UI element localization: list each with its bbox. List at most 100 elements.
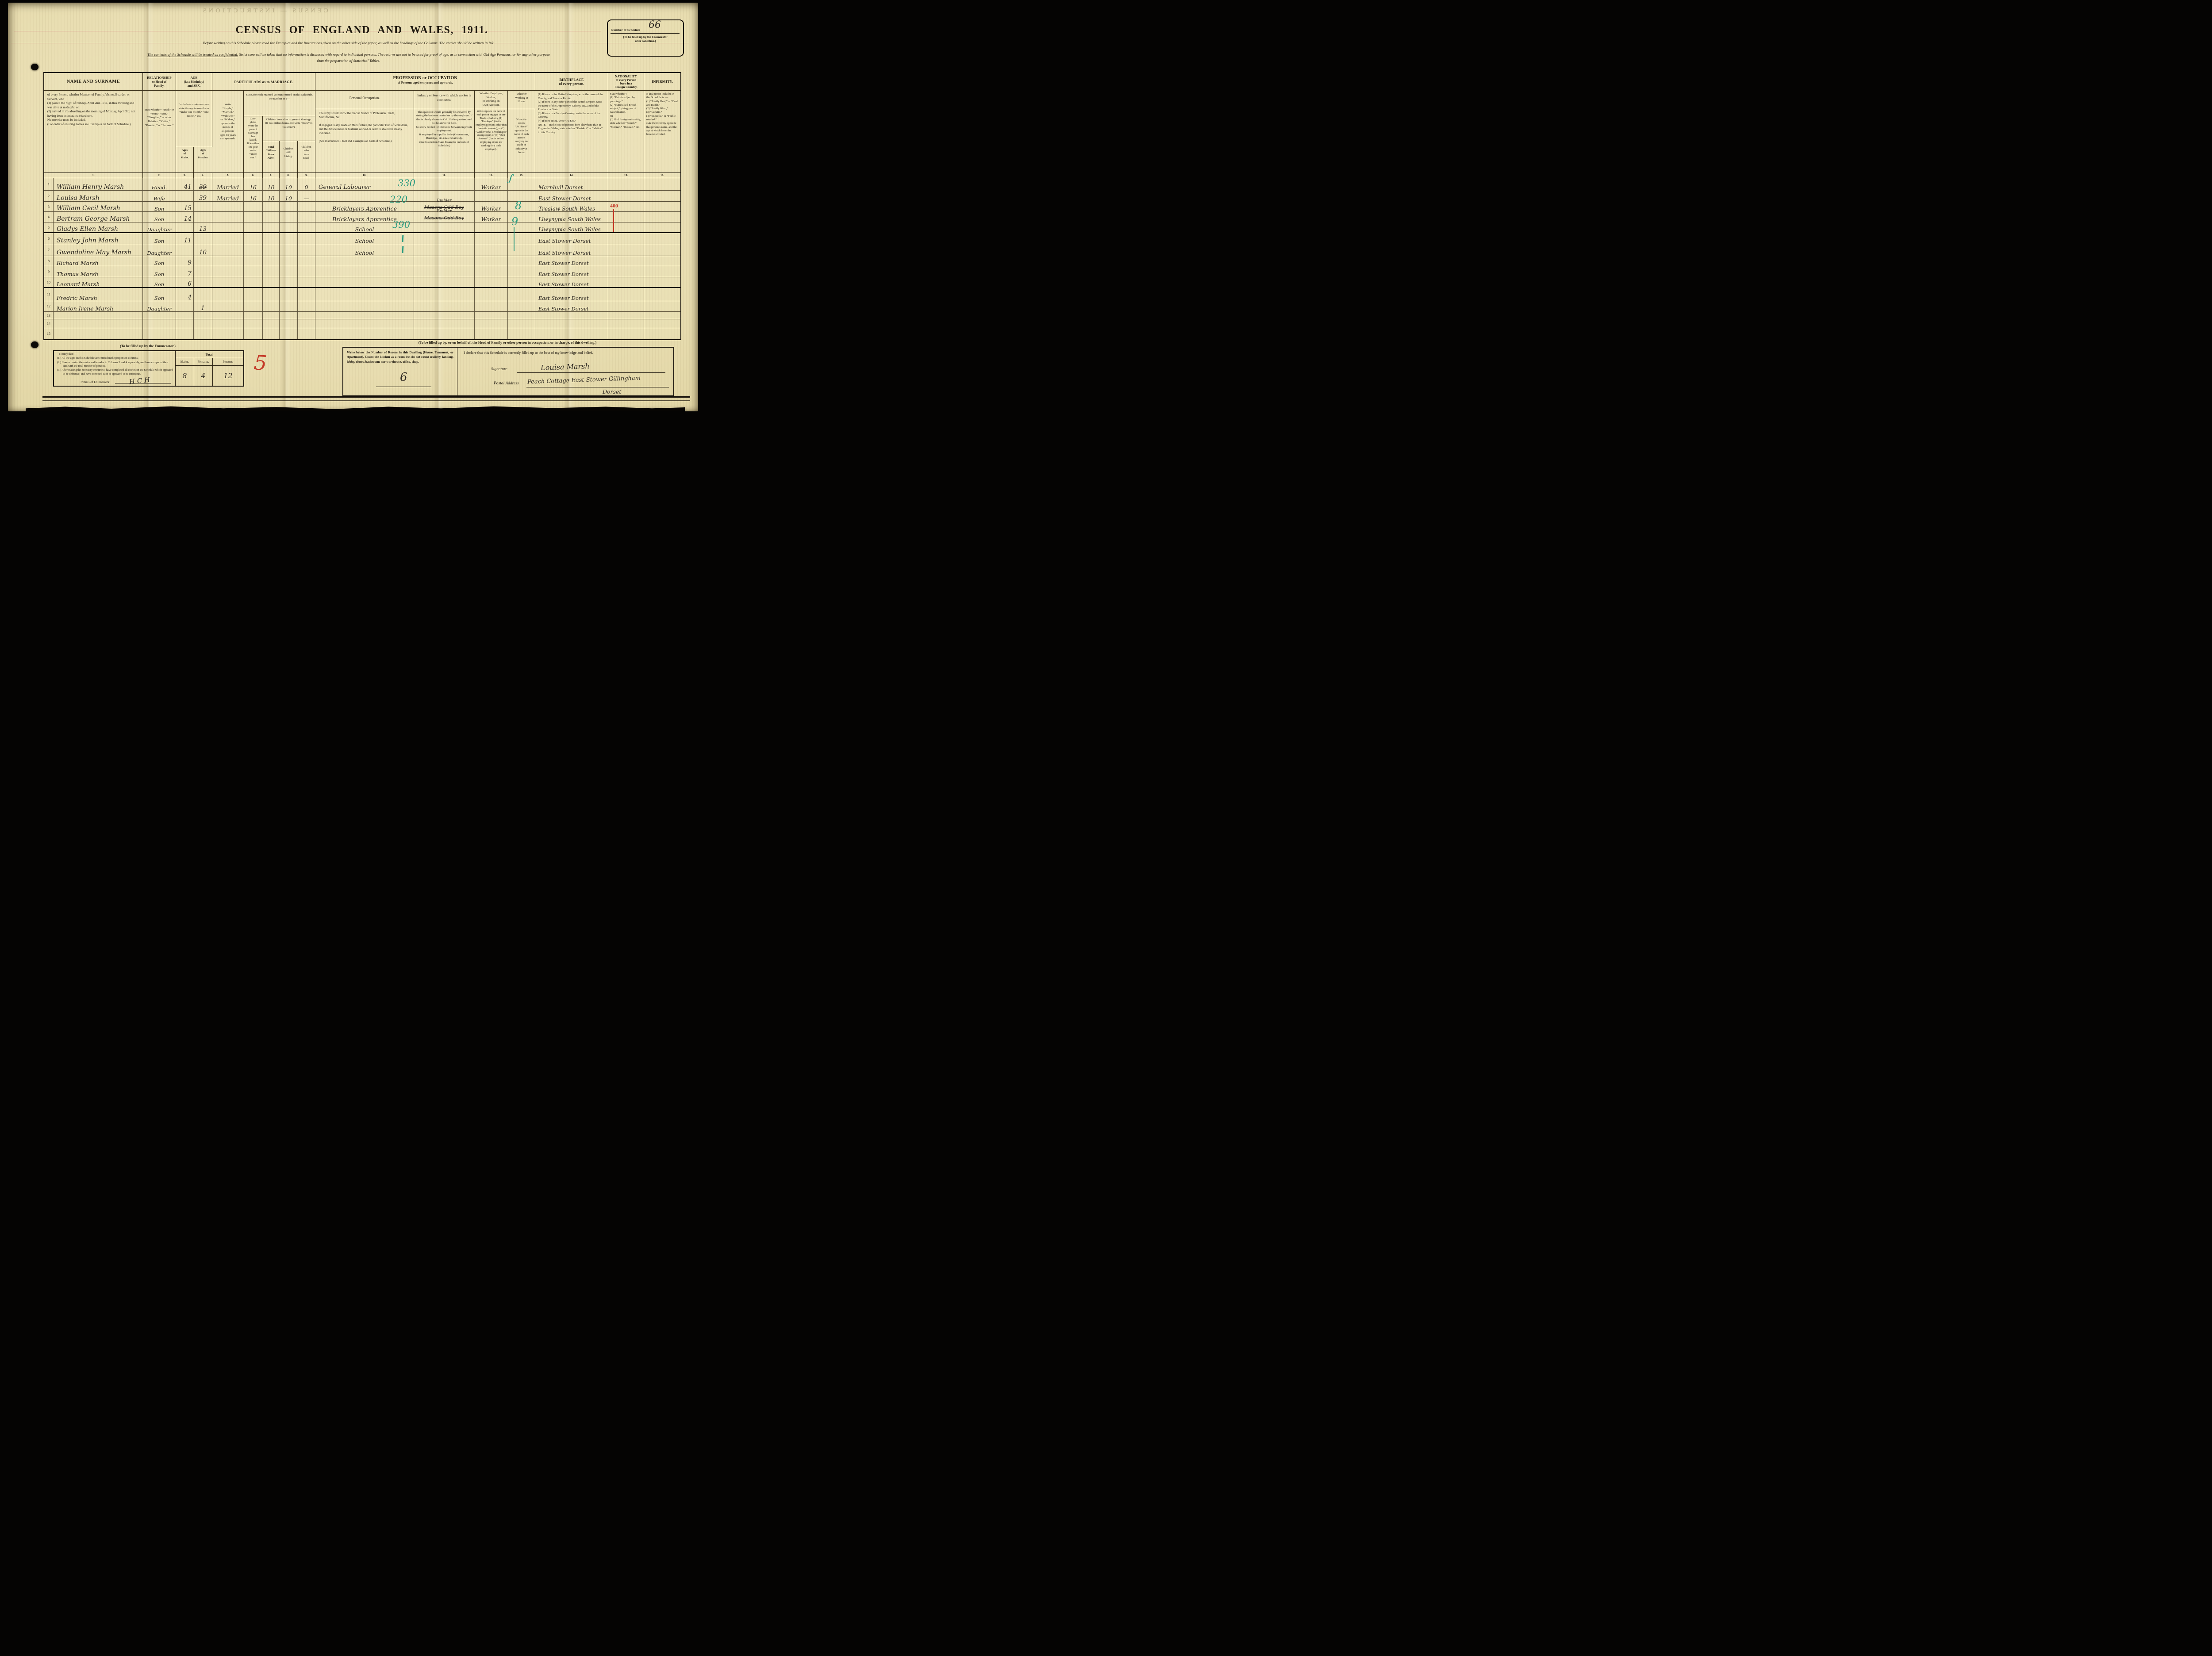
- cell-employment-status: [475, 328, 508, 339]
- signature-label: Signature: [491, 367, 507, 372]
- cell-relationship: Daughter: [143, 301, 176, 311]
- cell-age-males: 4: [176, 288, 194, 301]
- occupation-subtitle: of Persons aged ten years and upwards.: [397, 80, 453, 84]
- schedule-number-label: Number of Schedule: [611, 28, 641, 32]
- cell-marital-status: [212, 277, 244, 287]
- males-total-value: 8: [176, 366, 194, 386]
- cell-occupation: School 390: [315, 219, 414, 232]
- handwritten-entry: 4: [188, 294, 192, 301]
- nationality-notes: State whether :— (1) “British subject by…: [608, 91, 644, 172]
- cell-children-born: [263, 328, 280, 339]
- cell-birthplace: Llwynypia South Wales: [535, 222, 608, 232]
- cell-children-died: [298, 319, 315, 328]
- cell-years-married: [244, 301, 263, 311]
- col-header-occupation: PROFESSION or OCCUPATION of Persons aged…: [315, 73, 535, 91]
- males-label: Males.: [176, 358, 194, 366]
- cell-industry: [414, 222, 475, 232]
- handwritten-entry: Son: [154, 260, 165, 266]
- handwritten-entry: Worker: [481, 216, 501, 222]
- table-row: 6 Stanley John Marsh Son 11 School East Stowe…: [44, 233, 680, 244]
- handwritten-entry: School: [355, 237, 374, 244]
- cell-industry: Builder Masons Odd Boy: [414, 210, 475, 222]
- cell-birthplace: Llwynypia South Wales: [535, 212, 608, 222]
- cell-row-number: 15: [44, 328, 54, 339]
- handwritten-entry: 16: [250, 195, 257, 202]
- handwritten-entry: 7: [188, 270, 192, 277]
- handwritten-entry: Bertram George Marsh: [57, 215, 130, 222]
- cell-occupation: [315, 266, 414, 277]
- years-married-note: Com- pleted years the present Marriage h…: [244, 116, 263, 172]
- industry-correction: Builder Masons Odd Boy: [424, 209, 464, 221]
- cell-industry: [414, 266, 475, 277]
- column-number: 10.: [315, 173, 414, 178]
- green-code-annotation: 390: [392, 219, 411, 230]
- page: CENSUS — INSTRUCTIONS CENSUS OF ENGLAND …: [0, 0, 705, 414]
- handwritten-entry: William Cecil Marsh: [57, 205, 120, 212]
- table-rows: 1 William Henry Marsh Head. 41 39 Married 16 10…: [44, 172, 680, 339]
- column-number: 3.: [176, 173, 194, 178]
- cell-name: Gladys Ellen Marsh: [54, 222, 143, 232]
- cell-years-married: [244, 266, 263, 277]
- certify-intro: I certify that :—: [59, 353, 77, 356]
- cell-name: Fredric Marsh: [54, 288, 143, 301]
- cell-marital-status: [212, 312, 244, 319]
- cell-birthplace: Trealaw South Wales: [535, 202, 608, 211]
- cell-children-died: [298, 312, 315, 319]
- cell-name: Stanley John Marsh: [54, 233, 143, 244]
- cell-industry: [414, 301, 475, 311]
- cell-industry: [414, 178, 475, 190]
- cell-children-living: [280, 301, 298, 311]
- punch-hole: [31, 341, 38, 348]
- children-born-note: Children born alive to present Marriage.…: [263, 116, 315, 141]
- cell-working-at-home: [508, 256, 535, 266]
- cell-relationship: Son: [143, 202, 176, 211]
- cell-children-living: [280, 212, 298, 222]
- cell-working-at-home: [508, 288, 535, 301]
- cell-children-died: [298, 266, 315, 277]
- handwritten-entry: Worker: [481, 184, 501, 191]
- handwritten-entry: School: [355, 249, 374, 256]
- handwritten-entry: William Henry Marsh: [57, 184, 124, 191]
- handwritten-entry: 13: [199, 225, 207, 233]
- handwritten-entry: 10: [199, 249, 207, 256]
- col-header-relationship: RELATIONSHIP to Head of Family.: [143, 73, 176, 91]
- persons-total-value: 12: [223, 372, 233, 380]
- cell-marital-status: [212, 233, 244, 244]
- cell-working-at-home: [508, 191, 535, 201]
- cell-age-males: [176, 328, 194, 339]
- cell-industry: [414, 256, 475, 266]
- household-box: Write below the Number of Rooms in this …: [342, 347, 674, 396]
- cell-working-at-home: [508, 266, 535, 277]
- cell-age-females: 39: [194, 191, 212, 201]
- certify-item-2: (2.) I have counted the males and female…: [57, 360, 169, 368]
- cell-relationship: Son: [143, 256, 176, 266]
- cell-working-at-home: [508, 212, 535, 222]
- employer-worker-title: Whether Employer, Worker, or Working on …: [475, 91, 508, 109]
- table-row: 8 Richard Marsh Son 9 East Stower Dorset: [44, 256, 680, 266]
- cell-employment-status: [475, 288, 508, 301]
- handwritten-entry: 39: [199, 183, 207, 191]
- cell-age-males: 14: [176, 212, 194, 222]
- table-row: 15: [44, 328, 680, 339]
- signature-line: [517, 372, 665, 373]
- cell-employment-status: [475, 244, 508, 256]
- cell-children-living: [280, 222, 298, 232]
- handwritten-entry: Head.: [151, 184, 167, 191]
- instruction-line-1: Before writing on this Schedule please r…: [203, 41, 495, 45]
- handwritten-entry: Trealaw South Wales: [538, 206, 595, 212]
- cell-industry: [414, 191, 475, 201]
- cell-occupation: [315, 319, 414, 328]
- cell-age-males: 41: [176, 178, 194, 190]
- cell-name: Gwendoline May Marsh: [54, 244, 143, 256]
- cell-industry: [414, 277, 475, 287]
- handwritten-entry: 39: [199, 194, 207, 202]
- cell-marital-status: [212, 256, 244, 266]
- handwritten-entry: Worker: [481, 206, 501, 212]
- cell-age-females: 39: [194, 178, 212, 190]
- cell-age-males: 7: [176, 266, 194, 277]
- industry-correction: Builder Masons Odd Boy: [424, 199, 464, 210]
- col-header-birthplace: BIRTHPLACE of every person.: [535, 73, 608, 91]
- cell-name: William Henry Marsh: [54, 178, 143, 190]
- red-vertical-line: [613, 209, 614, 232]
- cell-birthplace: [535, 312, 608, 319]
